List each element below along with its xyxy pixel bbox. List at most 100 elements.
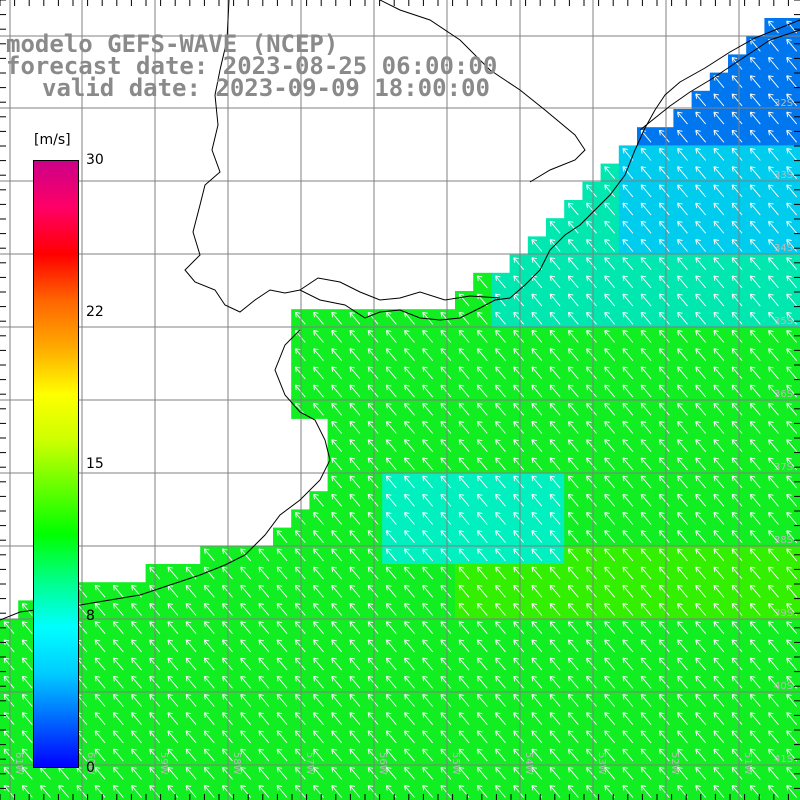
wind-arrow	[713, 129, 725, 143]
wind-arrow	[768, 439, 779, 452]
wind-arrow	[786, 57, 798, 70]
wind-arrow	[112, 603, 124, 616]
wind-arrow	[586, 439, 597, 452]
wind-arrow	[331, 402, 343, 416]
wind-arrow	[749, 111, 761, 125]
wind-arrow	[367, 748, 379, 762]
wind-arrow	[203, 694, 215, 707]
wind-arrow	[385, 566, 397, 580]
wind-arrow	[695, 220, 707, 234]
wind-arrow	[513, 584, 525, 598]
wind-arrow	[731, 57, 743, 70]
wind-arrow	[440, 348, 452, 361]
wind-arrow	[185, 785, 197, 798]
wind-arrow	[786, 766, 798, 780]
wind-arrow	[404, 712, 415, 725]
wind-arrow	[604, 548, 616, 562]
wind-arrow	[313, 530, 324, 543]
wind-arrow	[495, 311, 506, 325]
wind-arrow	[586, 257, 597, 270]
wind-arrow	[567, 311, 579, 325]
wind-arrow	[422, 366, 434, 380]
wind-arrow	[786, 384, 798, 398]
wind-arrow	[768, 366, 779, 380]
wind-arrow	[749, 148, 761, 161]
wind-arrow	[404, 621, 415, 634]
wind-arrow	[367, 730, 379, 744]
wind-arrow	[276, 730, 288, 744]
wind-arrow	[749, 275, 761, 289]
wind-arrow	[677, 475, 688, 489]
wind-arrow	[294, 603, 306, 616]
wind-arrow	[658, 621, 670, 634]
wind-arrow	[404, 348, 415, 361]
wind-arrow	[586, 384, 597, 398]
wind-arrow	[313, 402, 324, 416]
wind-arrow	[549, 330, 561, 343]
wind-arrow	[458, 311, 470, 325]
wind-arrow	[458, 293, 470, 307]
wind-speed-cell	[782, 473, 800, 492]
wind-arrow	[476, 330, 488, 343]
wind-arrow	[385, 493, 397, 507]
wind-speed-cell	[782, 272, 800, 292]
wind-arrow	[586, 311, 597, 325]
wind-arrow	[695, 512, 707, 525]
wind-arrow	[786, 129, 798, 143]
wind-arrow	[495, 402, 506, 416]
wind-arrow	[349, 402, 361, 416]
wind-arrow	[294, 584, 306, 598]
wind-arrow	[749, 421, 761, 434]
wind-arrow	[549, 220, 561, 234]
wind-arrow	[549, 785, 561, 798]
wind-arrow	[604, 512, 616, 525]
wind-arrow	[713, 439, 725, 452]
wind-speed-cell	[782, 345, 800, 365]
wind-arrow	[440, 512, 452, 525]
wind-arrow	[476, 366, 488, 380]
wind-arrow	[768, 530, 779, 543]
wind-arrow	[367, 402, 379, 416]
wind-arrow	[367, 657, 379, 671]
wind-arrow	[458, 493, 470, 507]
wind-arrow	[586, 239, 597, 252]
forecast-date: forecast date: 2023-08-25 06:00:00	[6, 52, 498, 80]
wind-arrow	[203, 712, 215, 725]
wind-arrow	[713, 530, 725, 543]
wind-arrow	[677, 730, 688, 744]
wind-arrow	[731, 384, 743, 398]
wind-arrow	[331, 366, 343, 380]
wind-arrow	[731, 293, 743, 307]
wind-arrow	[331, 603, 343, 616]
wind-arrow	[640, 603, 652, 616]
wind-arrow	[677, 166, 688, 179]
wind-arrow	[713, 166, 725, 179]
wind-arrow	[276, 712, 288, 725]
wind-arrow	[476, 275, 488, 289]
wind-arrow	[404, 694, 415, 707]
wind-arrow	[677, 402, 688, 416]
wind-arrow	[440, 603, 452, 616]
wind-arrow	[131, 639, 142, 653]
wind-arrow	[658, 402, 670, 416]
wind-arrow	[404, 748, 415, 762]
wind-speed-cell	[782, 491, 800, 510]
wind-arrow	[677, 421, 688, 434]
wind-arrow	[749, 166, 761, 179]
wind-arrow	[731, 694, 743, 707]
wind-arrow	[385, 457, 397, 471]
wind-arrow	[385, 730, 397, 744]
wind-arrow	[640, 548, 652, 562]
wind-arrow	[786, 493, 798, 507]
wind-arrow	[458, 748, 470, 762]
wind-arrow	[586, 275, 597, 289]
wind-arrow	[640, 694, 652, 707]
wind-arrow	[786, 111, 798, 125]
wind-arrow	[768, 639, 779, 653]
wind-arrow	[422, 657, 434, 671]
wind-arrow	[695, 621, 707, 634]
wind-arrow	[513, 694, 525, 707]
wind-arrow	[476, 785, 488, 798]
wind-arrow	[677, 184, 688, 198]
wind-arrow	[440, 766, 452, 780]
